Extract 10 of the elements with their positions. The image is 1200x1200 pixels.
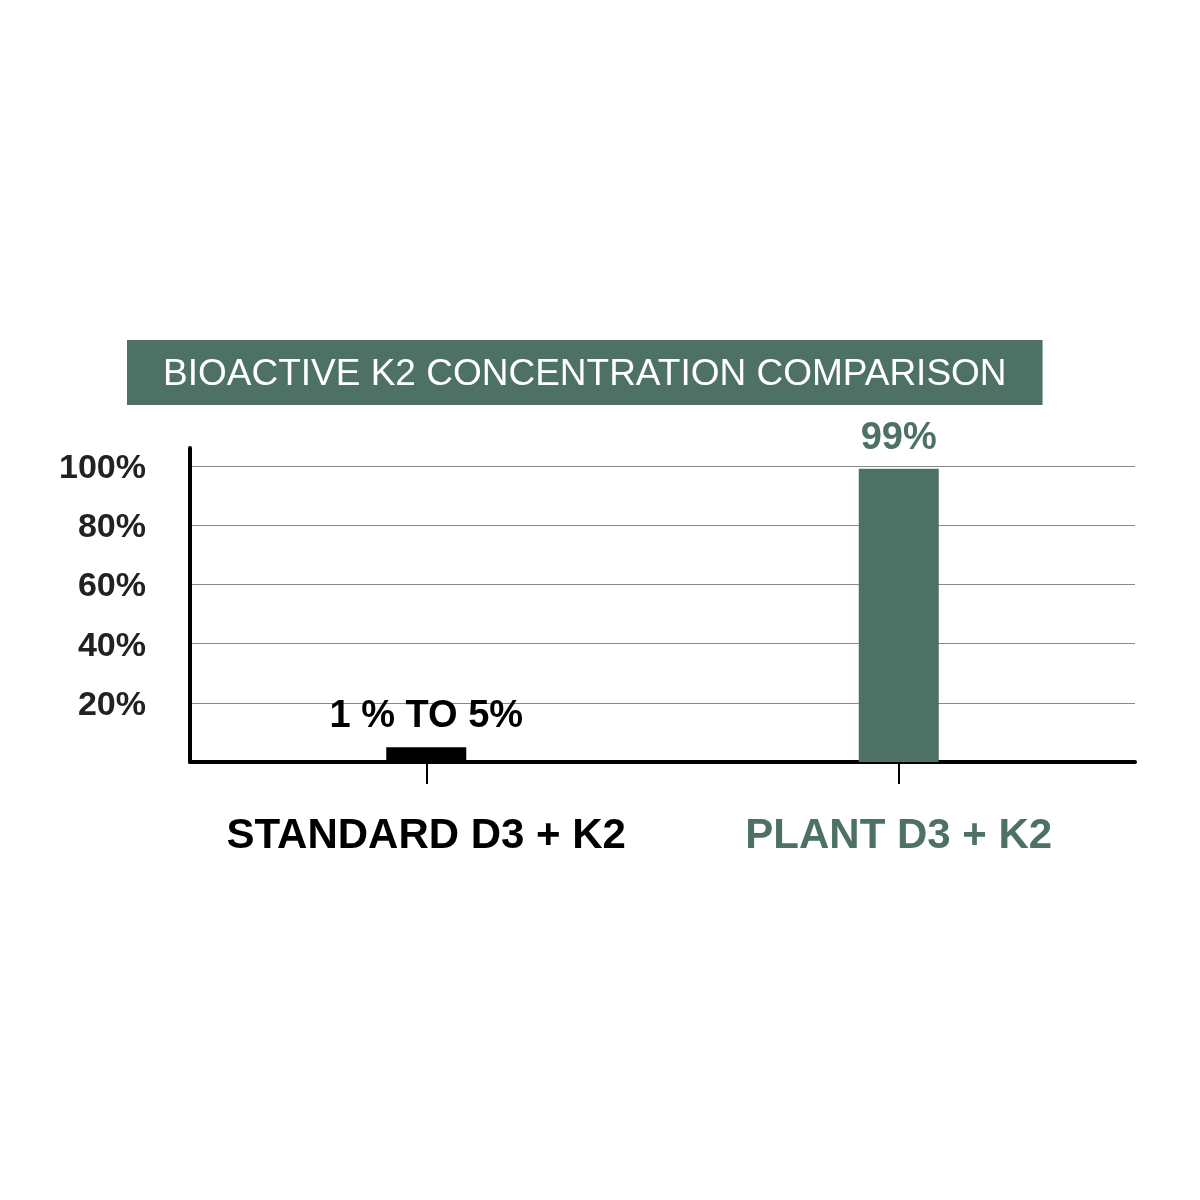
y-tick-label: 100% — [59, 446, 146, 485]
y-tick-label: 40% — [77, 624, 146, 663]
y-tick-label: 60% — [77, 565, 146, 604]
data-label: 1 % TO 5% — [329, 693, 524, 736]
data-label: 99% — [860, 414, 937, 457]
x-tick-label: STANDARD D3 + K2 — [226, 809, 626, 857]
chart-title: BIOACTIVE K2 CONCENTRATION COMPARISON — [163, 352, 1007, 393]
x-tick-label: PLANT D3 + K2 — [745, 809, 1053, 857]
y-tick-label: 20% — [77, 683, 146, 722]
y-tick-label: 80% — [77, 506, 146, 545]
